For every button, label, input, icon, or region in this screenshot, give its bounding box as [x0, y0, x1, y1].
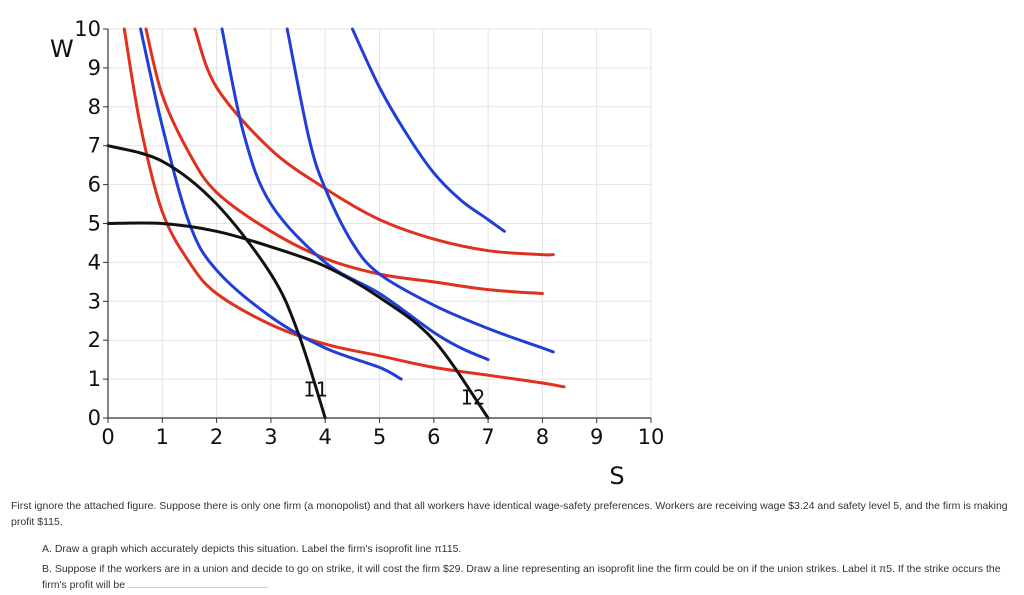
wage-safety-chart: 0 1 2 3 4 5 6 7 8 9 10 0 1 2 3 4 5 6 7 8 9 10 W S I1 I2: [50, 17, 664, 490]
y-tick-label-5: 5: [88, 212, 101, 236]
y-tick-label-0: 0: [88, 406, 101, 430]
chart-ticks: 0 1 2 3 4 5 6 7 8 9 10 0 1 2 3 4 5 6 7 8 9 10: [74, 17, 664, 449]
question-part-b-text: B. Suppose if the workers are in a union…: [42, 563, 1001, 591]
y-tick-label-3: 3: [88, 289, 101, 313]
curve-i2: [106, 221, 490, 420]
x-tick-label-8: 8: [536, 425, 549, 449]
x-tick-label-3: 3: [264, 425, 277, 449]
answer-input[interactable]: [128, 577, 269, 588]
x-tick-label-0: 0: [101, 425, 114, 449]
x-tick-label-7: 7: [481, 425, 494, 449]
question-intro: First ignore the attached figure. Suppos…: [11, 500, 1008, 528]
curve-3: [144, 27, 544, 295]
x-tick-label-9: 9: [590, 425, 603, 449]
y-tick-label-1: 1: [88, 367, 101, 391]
curve-labels: I1 I2: [303, 378, 485, 410]
chart-grid: [108, 28, 652, 418]
curve-i1: [106, 144, 327, 420]
x-tick-label-4: 4: [319, 425, 332, 449]
x-tick-label-10: 10: [638, 425, 665, 449]
x-tick-label-6: 6: [427, 425, 440, 449]
curve-label-i2: I2: [461, 385, 485, 409]
x-axis-label: S: [609, 462, 624, 490]
x-tick-label-5: 5: [373, 425, 386, 449]
curve-4: [193, 27, 555, 257]
question-part-a: A. Draw a graph which accurately depicts…: [42, 543, 462, 555]
x-tick-label-1: 1: [156, 425, 169, 449]
y-tick-label-2: 2: [88, 328, 101, 352]
curve-5: [139, 27, 403, 381]
curve-7: [285, 27, 555, 354]
y-tick-label-8: 8: [88, 95, 101, 119]
y-axis-label: W: [50, 35, 74, 63]
y-tick-label-7: 7: [88, 134, 101, 158]
y-tick-label-6: 6: [88, 173, 101, 197]
x-tick-label-2: 2: [210, 425, 223, 449]
chart-curves: [106, 27, 566, 420]
curve-2: [122, 27, 566, 389]
y-tick-label-9: 9: [88, 56, 101, 80]
y-tick-label-10: 10: [74, 17, 101, 41]
curve-8: [350, 27, 506, 233]
curve-label-i1: I1: [303, 378, 327, 402]
question-part-b: B. Suppose if the workers are in a union…: [11, 561, 1011, 593]
y-tick-label-4: 4: [88, 250, 101, 274]
question-block: First ignore the attached figure. Suppos…: [11, 498, 1011, 593]
